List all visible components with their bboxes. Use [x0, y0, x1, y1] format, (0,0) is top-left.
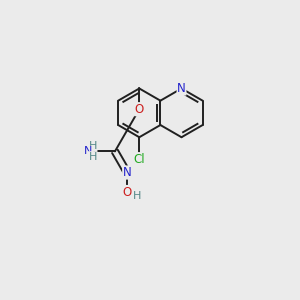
Text: N: N [123, 166, 131, 179]
Text: Cl: Cl [134, 153, 145, 166]
Text: N: N [177, 82, 186, 95]
Text: H: H [132, 190, 141, 201]
Text: O: O [122, 185, 132, 199]
Text: N: N [84, 146, 93, 156]
Text: H: H [88, 141, 97, 151]
Text: O: O [135, 103, 144, 116]
Text: H: H [88, 152, 97, 162]
